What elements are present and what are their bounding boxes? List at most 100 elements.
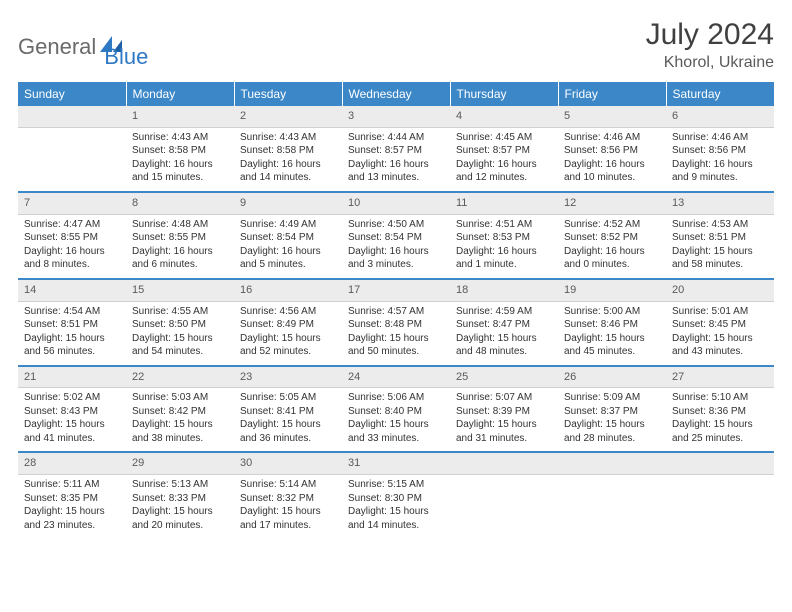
day-content-row: Sunrise: 5:11 AMSunset: 8:35 PMDaylight:… — [18, 475, 774, 539]
sunset-text: Sunset: 8:50 PM — [132, 318, 228, 332]
day-number: 4 — [450, 106, 558, 127]
daylight-text: Daylight: 15 hours and 31 minutes. — [456, 418, 552, 445]
day-number: 31 — [342, 452, 450, 474]
sunrise-text: Sunrise: 4:45 AM — [456, 131, 552, 145]
sunrise-text: Sunrise: 5:13 AM — [132, 478, 228, 492]
daylight-text: Daylight: 16 hours and 6 minutes. — [132, 245, 228, 272]
day-number: 9 — [234, 192, 342, 214]
daylight-text: Daylight: 16 hours and 12 minutes. — [456, 158, 552, 185]
daylight-text: Daylight: 15 hours and 45 minutes. — [564, 332, 660, 359]
sunset-text: Sunset: 8:41 PM — [240, 405, 336, 419]
day-number: 28 — [18, 452, 126, 474]
day-cell: Sunrise: 5:03 AMSunset: 8:42 PMDaylight:… — [126, 388, 234, 453]
day-header: Saturday — [666, 82, 774, 106]
day-number — [558, 452, 666, 474]
day-number: 27 — [666, 366, 774, 388]
sunset-text: Sunset: 8:42 PM — [132, 405, 228, 419]
day-number: 23 — [234, 366, 342, 388]
day-cell: Sunrise: 4:46 AMSunset: 8:56 PMDaylight:… — [558, 127, 666, 192]
calendar-page: General Blue July 2024 Khorol, Ukraine S… — [0, 0, 792, 538]
sunset-text: Sunset: 8:30 PM — [348, 492, 444, 506]
sunset-text: Sunset: 8:57 PM — [348, 144, 444, 158]
day-number-row: 21222324252627 — [18, 366, 774, 388]
sunrise-text: Sunrise: 4:54 AM — [24, 305, 120, 319]
sunset-text: Sunset: 8:47 PM — [456, 318, 552, 332]
sunrise-text: Sunrise: 4:56 AM — [240, 305, 336, 319]
daylight-text: Daylight: 16 hours and 9 minutes. — [672, 158, 768, 185]
calendar-body: 123456Sunrise: 4:43 AMSunset: 8:58 PMDay… — [18, 106, 774, 538]
day-cell: Sunrise: 5:01 AMSunset: 8:45 PMDaylight:… — [666, 301, 774, 366]
sunrise-text: Sunrise: 5:09 AM — [564, 391, 660, 405]
day-content-row: Sunrise: 4:47 AMSunset: 8:55 PMDaylight:… — [18, 214, 774, 279]
day-number-row: 28293031 — [18, 452, 774, 474]
daylight-text: Daylight: 16 hours and 13 minutes. — [348, 158, 444, 185]
sunrise-text: Sunrise: 4:53 AM — [672, 218, 768, 232]
day-number: 17 — [342, 279, 450, 301]
day-number: 8 — [126, 192, 234, 214]
day-cell: Sunrise: 4:43 AMSunset: 8:58 PMDaylight:… — [126, 127, 234, 192]
day-number: 18 — [450, 279, 558, 301]
day-number-row: 14151617181920 — [18, 279, 774, 301]
daylight-text: Daylight: 15 hours and 43 minutes. — [672, 332, 768, 359]
logo-text-blue: Blue — [104, 44, 148, 70]
day-header: Thursday — [450, 82, 558, 106]
day-content-row: Sunrise: 4:43 AM Sunset: 8:58 PM Daylight:… — [18, 127, 774, 192]
daylight-text: Daylight: 15 hours and 56 minutes. — [24, 332, 120, 359]
day-cell: Sunrise: 4:46 AMSunset: 8:56 PMDaylight:… — [666, 127, 774, 192]
daylight-text: Daylight: 16 hours and 0 minutes. — [564, 245, 660, 272]
sunrise-text: Sunrise: 5:00 AM — [564, 305, 660, 319]
day-cell: Sunrise: 4:55 AMSunset: 8:50 PMDaylight:… — [126, 301, 234, 366]
day-number: 12 — [558, 192, 666, 214]
day-number — [450, 452, 558, 474]
day-cell: Sunrise: 4:53 AMSunset: 8:51 PMDaylight:… — [666, 214, 774, 279]
daylight-text: Daylight: 16 hours and 3 minutes. — [348, 245, 444, 272]
sunrise-text: Sunrise: 4:50 AM — [348, 218, 444, 232]
sunrise-text: Sunrise: 4:43 AM — [132, 131, 228, 145]
sunset-text: Sunset: 8:46 PM — [564, 318, 660, 332]
day-cell: Sunrise: 5:02 AMSunset: 8:43 PMDaylight:… — [18, 388, 126, 453]
day-number: 29 — [126, 452, 234, 474]
daylight-text: Daylight: 15 hours and 41 minutes. — [24, 418, 120, 445]
sunset-text: Sunset: 8:51 PM — [24, 318, 120, 332]
sunrise-text: Sunrise: 4:59 AM — [456, 305, 552, 319]
sunrise-text: Sunrise: 5:02 AM — [24, 391, 120, 405]
daylight-text: Daylight: 15 hours and 28 minutes. — [564, 418, 660, 445]
day-cell — [450, 475, 558, 539]
sunset-text: Sunset: 8:40 PM — [348, 405, 444, 419]
sunset-text: Sunset: 8:58 PM — [240, 144, 336, 158]
sunrise-text: Sunrise: 4:55 AM — [132, 305, 228, 319]
daylight-text: Daylight: 15 hours and 58 minutes. — [672, 245, 768, 272]
day-header: Tuesday — [234, 82, 342, 106]
daylight-text: Daylight: 16 hours and 15 minutes. — [132, 158, 228, 185]
day-cell: Sunrise: 4:50 AMSunset: 8:54 PMDaylight:… — [342, 214, 450, 279]
daylight-text: Daylight: 15 hours and 50 minutes. — [348, 332, 444, 359]
sunset-text: Sunset: 8:35 PM — [24, 492, 120, 506]
calendar-table: Sunday Monday Tuesday Wednesday Thursday… — [18, 82, 774, 538]
sunset-text: Sunset: 8:32 PM — [240, 492, 336, 506]
day-cell: Sunrise: 5:13 AMSunset: 8:33 PMDaylight:… — [126, 475, 234, 539]
sunset-text: Sunset: 8:54 PM — [348, 231, 444, 245]
daylight-text: Daylight: 15 hours and 33 minutes. — [348, 418, 444, 445]
sunset-text: Sunset: 8:54 PM — [240, 231, 336, 245]
daylight-text: Daylight: 16 hours and 1 minute. — [456, 245, 552, 272]
sunset-text: Sunset: 8:33 PM — [132, 492, 228, 506]
day-number: 21 — [18, 366, 126, 388]
daylight-text: Daylight: 15 hours and 14 minutes. — [348, 505, 444, 532]
day-cell: Sunrise: 4:54 AMSunset: 8:51 PMDaylight:… — [18, 301, 126, 366]
sunrise-text: Sunrise: 5:15 AM — [348, 478, 444, 492]
day-cell: Sunrise: 4:57 AMSunset: 8:48 PMDaylight:… — [342, 301, 450, 366]
day-cell: Sunrise: 5:05 AMSunset: 8:41 PMDaylight:… — [234, 388, 342, 453]
day-cell: Sunrise: 4:47 AMSunset: 8:55 PMDaylight:… — [18, 214, 126, 279]
day-cell — [558, 475, 666, 539]
day-cell: Sunrise: 4:56 AMSunset: 8:49 PMDaylight:… — [234, 301, 342, 366]
day-cell: Sunrise: 5:07 AMSunset: 8:39 PMDaylight:… — [450, 388, 558, 453]
day-number — [666, 452, 774, 474]
day-cell: Sunrise: 4:59 AMSunset: 8:47 PMDaylight:… — [450, 301, 558, 366]
sunrise-text: Sunrise: 4:47 AM — [24, 218, 120, 232]
day-cell: Sunrise: 4:48 AMSunset: 8:55 PMDaylight:… — [126, 214, 234, 279]
sunset-text: Sunset: 8:52 PM — [564, 231, 660, 245]
daylight-text: Daylight: 15 hours and 25 minutes. — [672, 418, 768, 445]
sunrise-text: Sunrise: 4:46 AM — [672, 131, 768, 145]
sunset-text: Sunset: 8:55 PM — [132, 231, 228, 245]
daylight-text: Daylight: 15 hours and 23 minutes. — [24, 505, 120, 532]
